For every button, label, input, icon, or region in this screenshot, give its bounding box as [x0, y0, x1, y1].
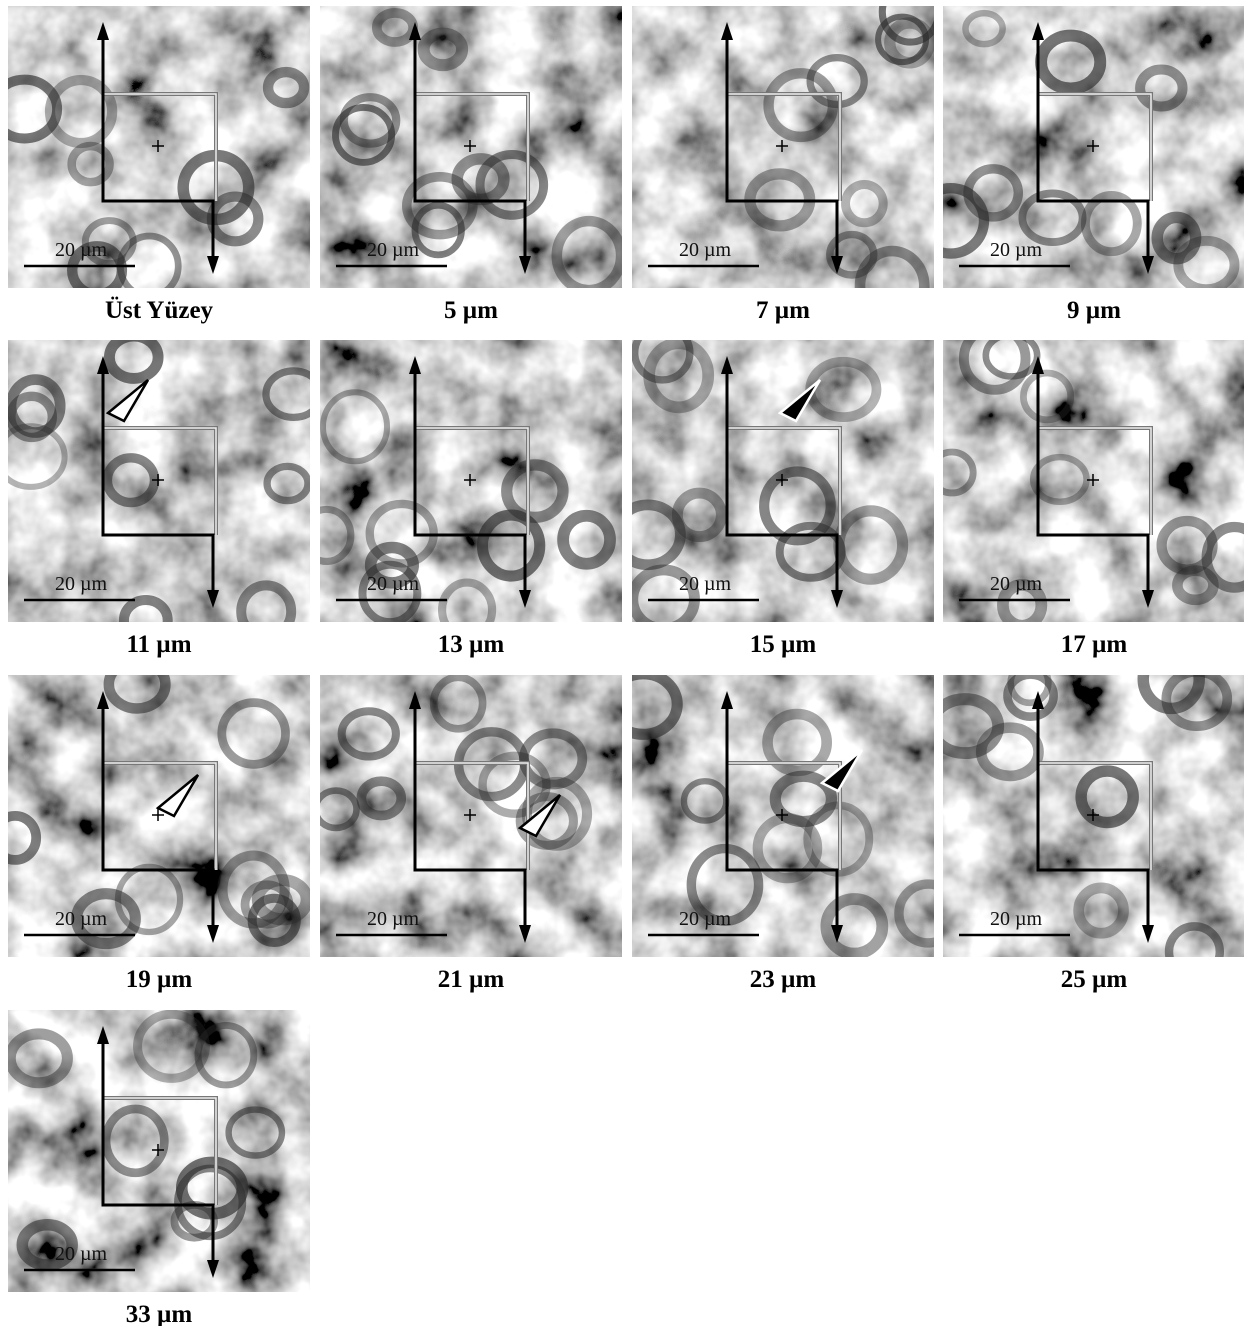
- panel: 20 µm: [8, 6, 310, 288]
- caption: 11 µm: [126, 631, 191, 658]
- panel: 20 µm: [320, 340, 622, 622]
- micrograph: [8, 6, 310, 288]
- micrograph: [8, 1010, 310, 1292]
- caption: 5 µm: [444, 297, 498, 324]
- panel: 20 µm: [320, 6, 622, 288]
- scale-label: 20 µm: [55, 573, 108, 595]
- scale-label: 20 µm: [55, 1243, 108, 1265]
- scale-label: 20 µm: [990, 573, 1043, 595]
- scale-label: 20 µm: [990, 239, 1043, 261]
- caption: 23 µm: [750, 966, 817, 993]
- panel: 20 µm: [8, 340, 310, 622]
- panel: 20 µm: [632, 6, 934, 288]
- scale-label: 20 µm: [679, 239, 732, 261]
- panel: 20 µm: [632, 675, 934, 957]
- scale-label: 20 µm: [679, 573, 732, 595]
- micrograph: [320, 675, 622, 957]
- caption: 21 µm: [438, 966, 505, 993]
- micrograph: [632, 6, 934, 288]
- micrograph: [8, 340, 310, 622]
- caption: 25 µm: [1061, 966, 1128, 993]
- micrograph: [943, 340, 1244, 622]
- caption: 7 µm: [756, 297, 810, 324]
- panel: 20 µm: [943, 340, 1244, 622]
- scale-label: 20 µm: [55, 908, 108, 930]
- panel: 20 µm: [8, 1010, 310, 1292]
- arrowhead: [777, 379, 822, 423]
- micrograph: [320, 6, 622, 288]
- arrowhead: [155, 774, 200, 818]
- caption: 17 µm: [1061, 631, 1128, 658]
- micrograph: [632, 340, 934, 622]
- scale-label: 20 µm: [367, 908, 420, 930]
- panel: 20 µm: [320, 675, 622, 957]
- scale-label: 20 µm: [990, 908, 1043, 930]
- micrograph: [8, 675, 310, 957]
- caption: 33 µm: [126, 1301, 193, 1326]
- scale-label: 20 µm: [679, 908, 732, 930]
- scale-label: 20 µm: [55, 239, 108, 261]
- micrograph: [943, 6, 1244, 288]
- scale-label: 20 µm: [367, 239, 420, 261]
- arrowhead: [819, 749, 864, 793]
- micrograph: [320, 340, 622, 622]
- arrowhead: [105, 379, 150, 423]
- caption: 19 µm: [126, 966, 193, 993]
- arrowhead: [517, 794, 562, 838]
- panel: 20 µm: [943, 6, 1244, 288]
- scale-label: 20 µm: [367, 573, 420, 595]
- panel: 20 µm: [8, 675, 310, 957]
- caption: 13 µm: [438, 631, 505, 658]
- caption: Üst Yüzey: [105, 297, 214, 324]
- panel: 20 µm: [943, 675, 1244, 957]
- micrograph: [943, 675, 1244, 957]
- caption: 15 µm: [750, 631, 817, 658]
- panel: 20 µm: [632, 340, 934, 622]
- caption: 9 µm: [1067, 297, 1121, 324]
